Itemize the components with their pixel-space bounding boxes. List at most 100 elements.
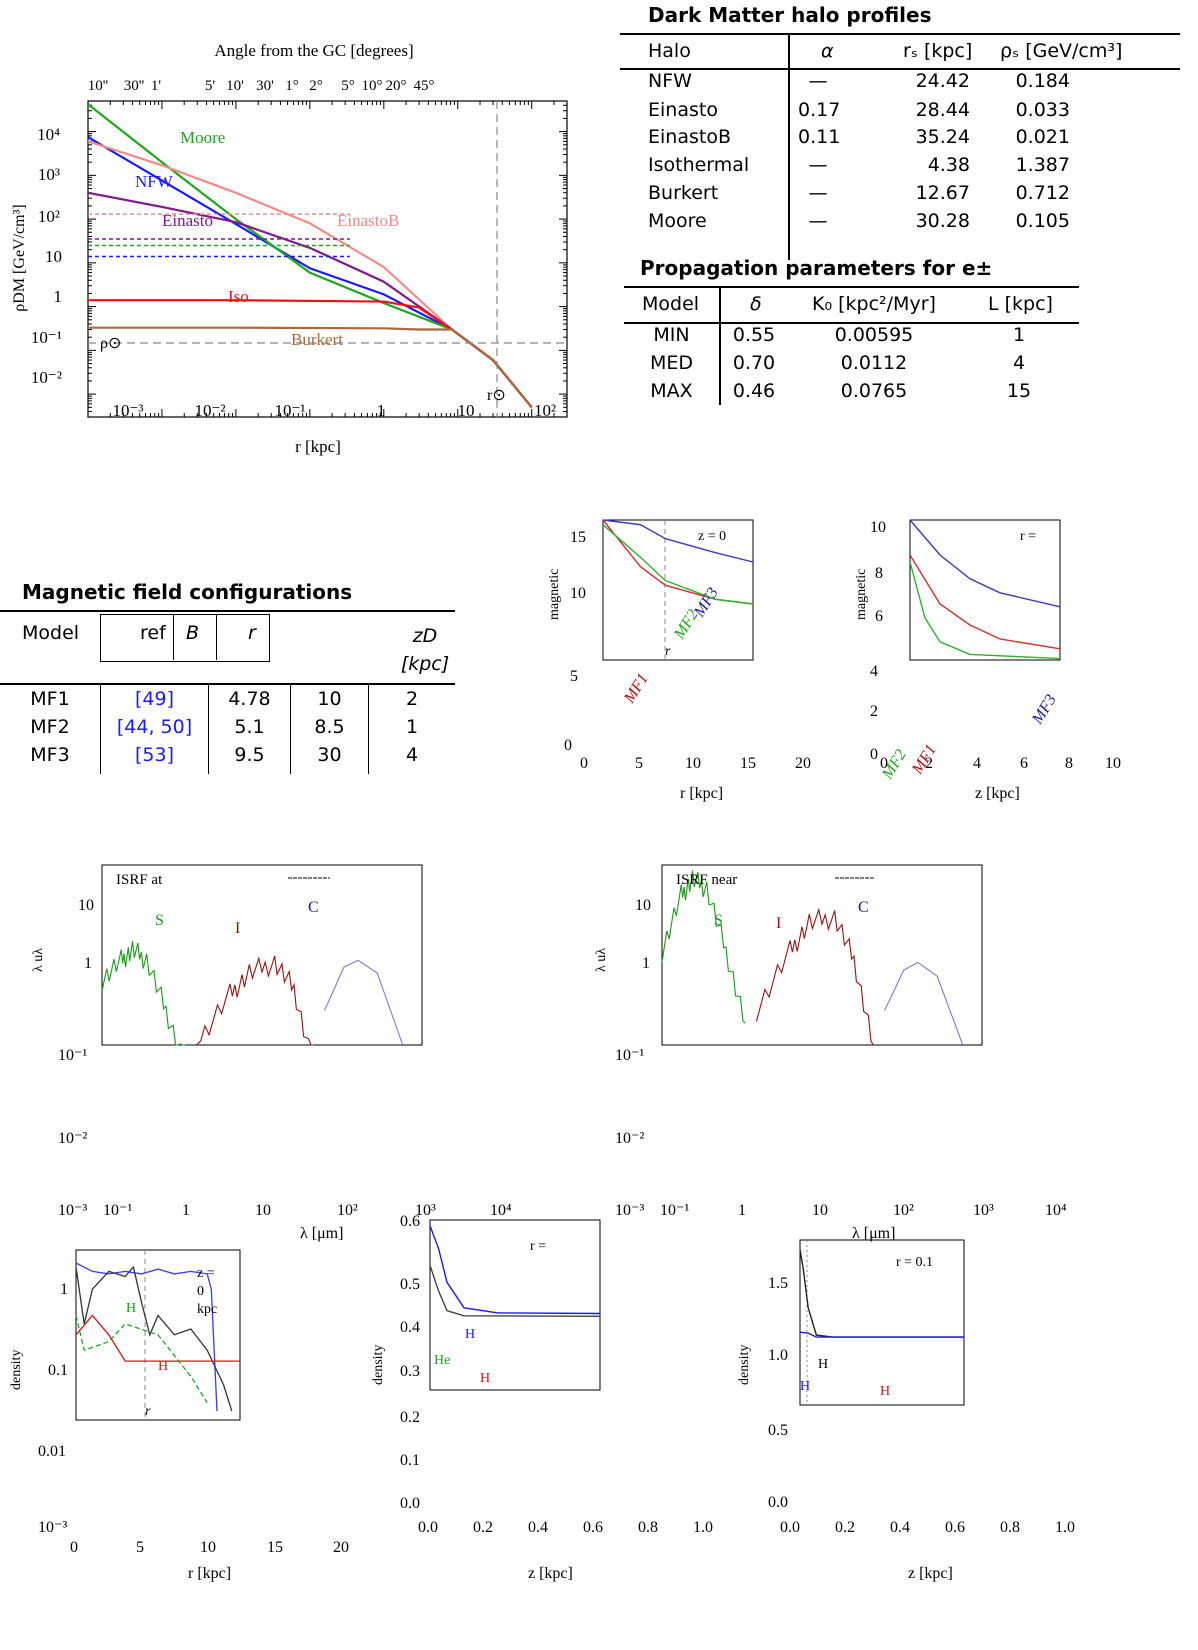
y-label: density <box>737 1345 752 1385</box>
x-tick: 10² <box>893 1202 914 1219</box>
x-tick: 10⁻³ <box>112 401 143 420</box>
x-tick: 1 <box>738 1202 746 1219</box>
i-label: I <box>235 920 240 937</box>
rhos-value: 0.712 <box>1015 182 1070 204</box>
curve-iso <box>88 299 533 408</box>
y-tick: 0.1 <box>48 1362 68 1379</box>
halo-name: Isothermal <box>648 154 750 176</box>
chart-title: ISRF at <box>116 872 163 888</box>
y-tick: 0 <box>870 746 878 763</box>
x-tick: 10⁻² <box>194 401 225 420</box>
y-tick: 0.01 <box>38 1443 66 1460</box>
rhos-value: 0.105 <box>1015 210 1070 232</box>
he-label: He <box>434 1353 450 1368</box>
x-label: z [kpc] <box>528 1565 573 1582</box>
y-tick: 10 <box>870 519 886 536</box>
k0-value: 0.0765 <box>840 380 908 402</box>
x-tick: 10⁻¹ <box>274 401 305 420</box>
top-tick-label: 10° <box>362 78 383 94</box>
nfw-label: NFW <box>135 172 174 191</box>
top-tick-label: 10' <box>226 78 244 94</box>
y-tick: 10⁻³ <box>38 1519 67 1536</box>
r-sun-label: r⊙ <box>487 387 506 404</box>
series-line <box>602 524 754 605</box>
y-tick: 0.0 <box>768 1494 788 1511</box>
rhos-value: 0.184 <box>1015 70 1070 92</box>
y-tick: 10⁻³ <box>615 1202 644 1219</box>
y-tick: 15 <box>570 529 586 546</box>
x-label: z [kpc] <box>908 1565 953 1582</box>
x-tick: 0.2 <box>473 1519 493 1536</box>
chart-title: r = 0.1 <box>896 1255 933 1270</box>
y-label: λ uλ <box>31 948 46 972</box>
gas-z2-curves <box>799 1249 964 1338</box>
top-tick-label: 2° <box>309 78 323 94</box>
col-rhos: ρₛ [GeV/cm³] <box>1000 40 1123 62</box>
series-line <box>799 1331 964 1338</box>
s-label: S <box>714 912 723 929</box>
chart-title: ISRF near <box>676 872 737 888</box>
ref-value: [44, 50] <box>116 716 193 738</box>
x-tick: 1 <box>377 401 386 420</box>
i-label: I <box>776 915 781 932</box>
burkert-label: Burkert <box>291 330 343 349</box>
y-tick: 1 <box>54 287 63 306</box>
y-tick: 10⁻¹ <box>58 1047 87 1064</box>
series-line <box>429 1265 601 1317</box>
halo-name: Moore <box>648 210 707 232</box>
x-tick: 15 <box>267 1539 283 1556</box>
series-line <box>909 554 1061 650</box>
rs-value: 35.24 <box>915 126 970 148</box>
series-line <box>602 519 754 605</box>
x-tick: 5 <box>635 755 643 772</box>
rhos-value: 0.021 <box>1015 126 1070 148</box>
l-value: 4 <box>1012 352 1026 374</box>
x-tick: 10³ <box>973 1202 994 1219</box>
rule <box>624 322 1079 324</box>
top-tick-label: 5° <box>341 78 355 94</box>
mag-r-chart: z = 0 r magnetic 15 10 5 0 0 5 10 15 20 … <box>547 519 811 802</box>
delta-value: 0.55 <box>732 324 776 346</box>
mf3-label: MF3 <box>1028 692 1059 728</box>
gas-z2-chart: r = 0.1 density 1.5 1.0 0.5 0.0 0.0 0.2 … <box>737 1239 1075 1582</box>
halo-name: EinastoB <box>648 126 731 148</box>
curve-burkert <box>88 326 533 408</box>
y-tick: 1.0 <box>768 1347 788 1364</box>
rs-value: 30.28 <box>915 210 970 232</box>
model-name: MF1 <box>30 688 70 710</box>
x-tick: 8 <box>1065 755 1073 772</box>
h-red-label: H <box>880 1384 890 1399</box>
gas-z1-chart: r = density 0.6 0.5 0.4 0.3 0.2 0.1 0.0 … <box>371 1213 713 1582</box>
y-tick: 10 <box>635 897 651 914</box>
y-tick: 8 <box>875 565 883 582</box>
x-tick: 10³ <box>415 1202 436 1219</box>
rs-value: 12.67 <box>915 182 970 204</box>
rs-value: 4.38 <box>927 154 970 176</box>
plot-frame <box>87 100 568 418</box>
mag-z-chart: r = magnetic 10 8 6 4 2 0 0 2 4 6 8 10 z… <box>854 519 1121 802</box>
b-value: 5.1 <box>234 716 265 738</box>
r-value: 10 <box>317 688 342 710</box>
mf1-label: MF1 <box>620 671 651 707</box>
col-model: Model <box>642 293 700 315</box>
x-tick: 15 <box>740 755 756 772</box>
y-tick: 0.4 <box>400 1319 420 1336</box>
x-label: r [kpc] <box>188 1565 231 1582</box>
h2-label: H <box>126 1301 136 1316</box>
y-tick: 0.0 <box>400 1495 420 1512</box>
h-black-label: H <box>818 1357 828 1372</box>
x-tick: 0 <box>880 755 888 772</box>
model-name: MF3 <box>30 744 70 766</box>
x-tick: 10⁴ <box>490 1202 512 1219</box>
iso-label: Iso <box>228 287 249 306</box>
x-tick: 10 <box>812 1202 828 1219</box>
series-line <box>602 519 754 563</box>
y-tick: 1 <box>642 955 650 972</box>
col-zd: zD [kpc] <box>400 625 450 675</box>
rs-value: 24.42 <box>915 70 970 92</box>
h-red-label: H <box>480 1371 490 1386</box>
dm-density-svg: Angle from the GC [degrees] 10'' 30'' 1' 5'… <box>11 41 568 456</box>
plot-frame <box>799 1239 965 1406</box>
model-name: MAX <box>650 380 693 402</box>
x-tick: 0.0 <box>418 1519 438 1536</box>
